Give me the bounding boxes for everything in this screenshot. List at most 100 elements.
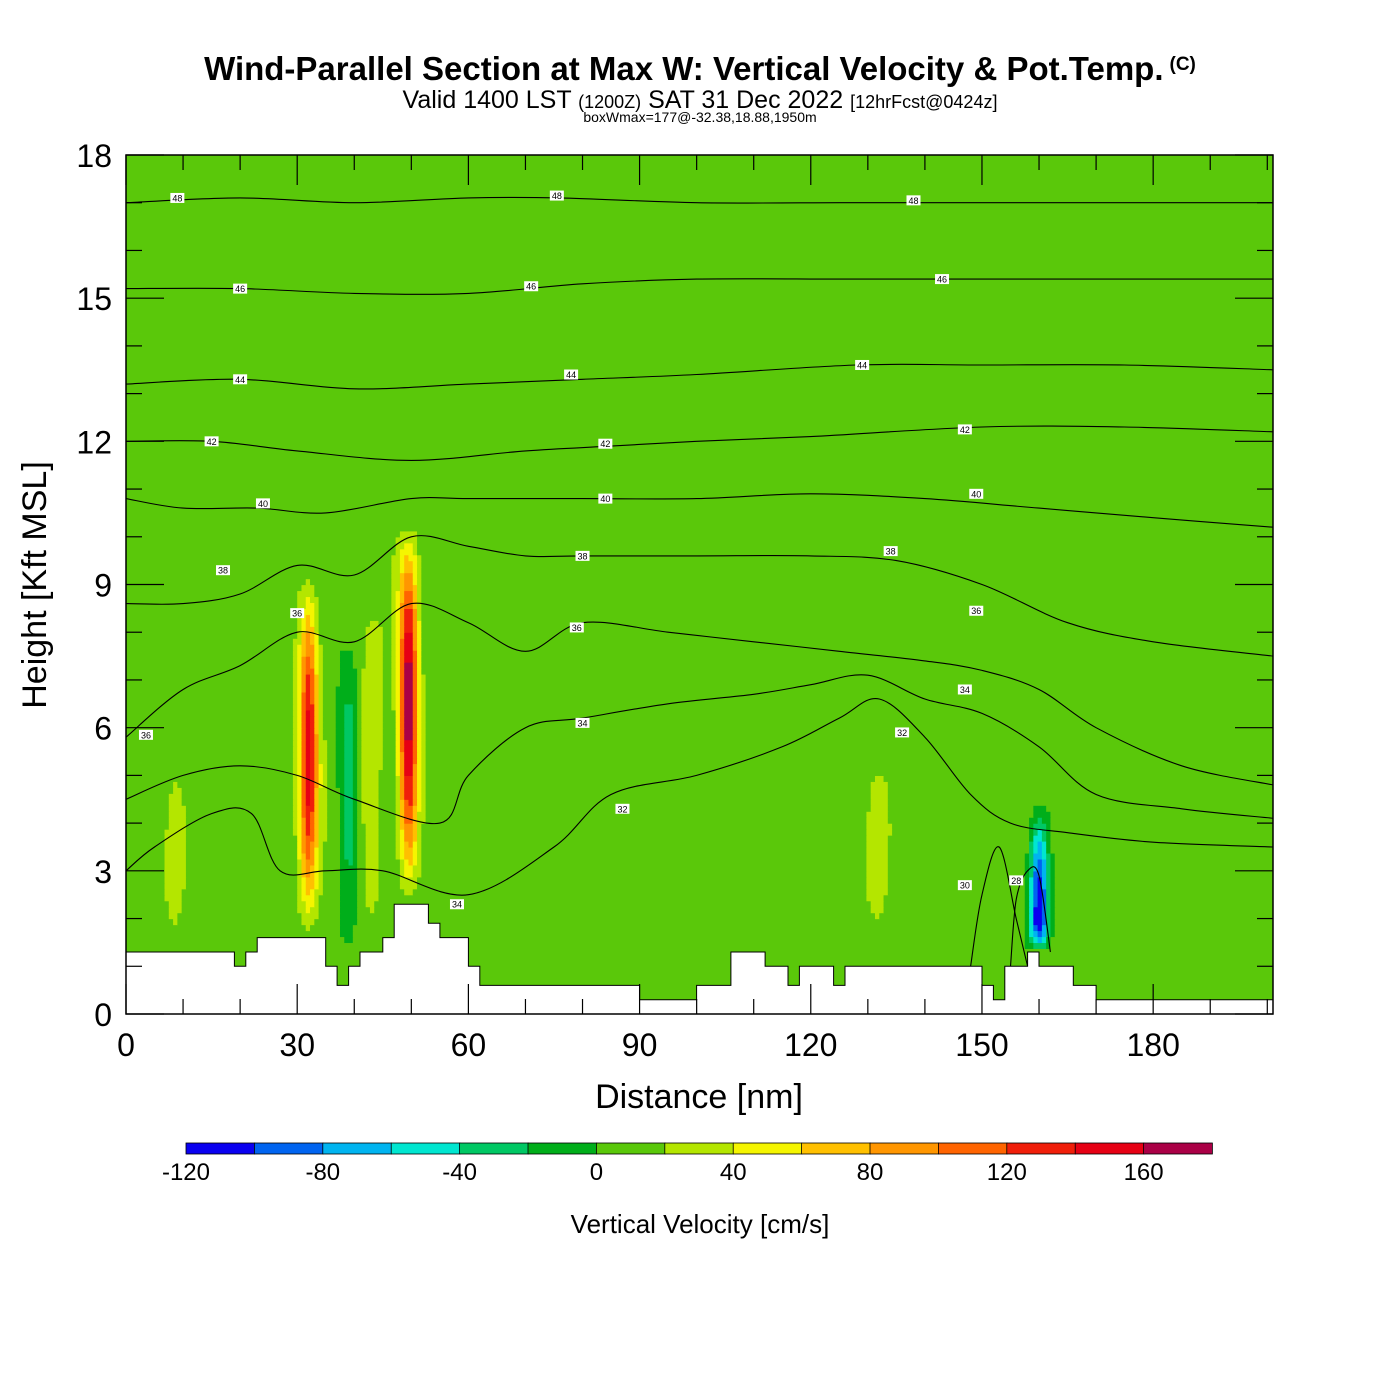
colorbar-swatch xyxy=(459,1142,529,1155)
velocity-cell xyxy=(126,423,1273,431)
velocity-cell xyxy=(352,924,1026,932)
velocity-cell xyxy=(301,656,307,663)
velocity-cell xyxy=(310,823,315,830)
velocity-cell xyxy=(318,811,328,818)
velocity-cell xyxy=(322,721,337,729)
velocity-cell xyxy=(382,697,392,705)
velocity-cell xyxy=(126,858,166,866)
velocity-cell xyxy=(404,823,414,830)
velocity-cell xyxy=(1024,936,1030,944)
velocity-cell xyxy=(399,841,405,848)
velocity-cell xyxy=(1029,912,1034,920)
velocity-cell xyxy=(339,793,345,800)
velocity-cell xyxy=(382,679,392,687)
velocity-cell xyxy=(391,554,401,562)
velocity-cell xyxy=(417,548,1273,556)
velocity-cell xyxy=(395,733,401,741)
velocity-cell xyxy=(126,381,1273,389)
velocity-cell xyxy=(374,906,872,914)
velocity-cell xyxy=(412,721,418,729)
velocity-cell xyxy=(399,745,405,753)
velocity-cell xyxy=(399,739,405,747)
velocity-cell xyxy=(314,864,320,872)
velocity-cell xyxy=(1041,894,1047,902)
velocity-cell xyxy=(417,620,422,627)
colorbar-tick-labels: -120 -80 -40 0 40 80 120 160 xyxy=(162,1159,1164,1186)
velocity-cell xyxy=(327,739,337,747)
velocity-cell xyxy=(404,578,414,586)
velocity-cell xyxy=(412,733,418,741)
velocity-cell xyxy=(297,793,303,800)
velocity-cell xyxy=(357,799,362,806)
velocity-cell xyxy=(399,668,405,675)
velocity-cell xyxy=(126,560,392,568)
velocity-cell xyxy=(404,632,414,639)
velocity-cell xyxy=(361,691,384,699)
velocity-cell xyxy=(322,733,337,741)
velocity-cell xyxy=(126,417,1273,425)
velocity-cell xyxy=(412,870,422,878)
velocity-cell xyxy=(301,894,315,902)
velocity-cell xyxy=(404,811,414,818)
velocity-cell xyxy=(181,787,294,794)
velocity-cell xyxy=(126,703,294,711)
velocity-cell xyxy=(301,638,307,645)
velocity-cell xyxy=(417,542,1273,550)
velocity-cell xyxy=(344,835,354,842)
isentrope-label-box xyxy=(575,717,590,728)
velocity-cell xyxy=(357,805,362,812)
velocity-cell xyxy=(305,805,315,812)
velocity-cell xyxy=(352,841,358,848)
velocity-cell xyxy=(305,924,311,932)
velocity-cell xyxy=(344,817,354,824)
velocity-cell xyxy=(417,787,422,794)
velocity-cell xyxy=(339,835,345,842)
velocity-cell xyxy=(382,733,397,741)
colorbar-swatch xyxy=(322,1142,392,1155)
velocity-cell xyxy=(305,900,315,908)
colorbar-swatch xyxy=(801,1142,871,1155)
velocity-cell xyxy=(344,703,354,711)
velocity-cell xyxy=(417,602,422,609)
velocity-cell xyxy=(395,721,401,729)
velocity-cell xyxy=(417,852,422,860)
velocity-cell xyxy=(412,614,418,621)
velocity-cell xyxy=(421,590,1273,598)
velocity-cell xyxy=(421,823,868,830)
velocity-cell xyxy=(395,787,401,794)
velocity-cell xyxy=(417,632,422,639)
colorbar-tick-label: -120 xyxy=(162,1159,210,1186)
velocity-cell xyxy=(412,787,418,794)
velocity-cell xyxy=(327,823,341,830)
velocity-cell xyxy=(352,805,358,812)
velocity-cell xyxy=(310,841,315,848)
velocity-cell xyxy=(297,781,303,788)
velocity-cell xyxy=(314,721,320,729)
velocity-cell xyxy=(417,769,422,776)
velocity-cell xyxy=(399,644,405,651)
velocity-cell xyxy=(301,864,307,872)
velocity-cell xyxy=(301,662,307,669)
velocity-cell xyxy=(314,793,320,800)
velocity-cell xyxy=(404,584,414,592)
velocity-cell xyxy=(357,709,362,717)
velocity-cell xyxy=(126,668,294,675)
velocity-cell xyxy=(305,751,311,759)
velocity-cell xyxy=(305,673,311,681)
velocity-cell xyxy=(404,566,414,574)
velocity-cell xyxy=(164,829,187,836)
velocity-cell xyxy=(314,846,320,854)
velocity-cell xyxy=(314,608,320,615)
velocity-cell xyxy=(126,292,1273,299)
velocity-cell xyxy=(417,584,422,592)
colorbar-swatch xyxy=(664,1142,734,1155)
velocity-cell xyxy=(126,447,1273,454)
velocity-cell xyxy=(412,703,418,711)
isentrope-label-box xyxy=(138,729,153,740)
velocity-cell xyxy=(1024,918,1030,926)
velocity-cell xyxy=(301,888,307,896)
velocity-cell xyxy=(357,751,362,759)
velocity-cell xyxy=(126,316,1273,323)
velocity-cell xyxy=(297,656,303,663)
velocity-cell xyxy=(126,286,1273,293)
